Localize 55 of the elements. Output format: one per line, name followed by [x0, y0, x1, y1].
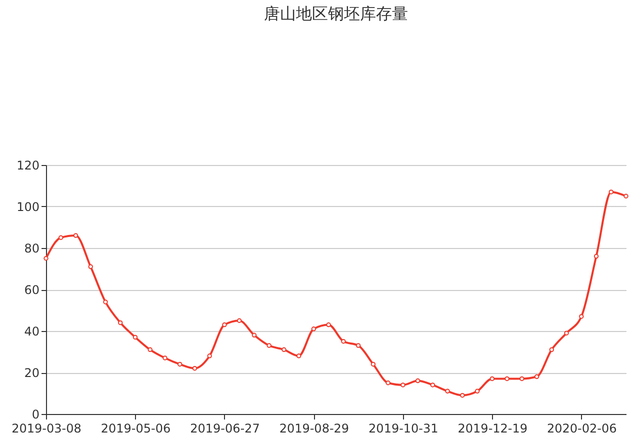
point — [311, 326, 316, 332]
point — [266, 343, 272, 348]
point — [296, 354, 302, 358]
point — [445, 388, 450, 394]
point — [341, 339, 346, 344]
point — [177, 362, 182, 367]
x-tick-label: 2019-03-08 — [12, 422, 82, 436]
point — [370, 362, 376, 367]
x-tick-label: 2019-05-06 — [100, 422, 171, 436]
point — [58, 235, 64, 240]
point — [88, 264, 93, 270]
point — [192, 366, 198, 371]
y-tick-label: 120 — [16, 158, 40, 172]
point — [564, 330, 569, 336]
y-tick-label: 100 — [16, 200, 40, 214]
y-tick-label: 20 — [24, 366, 40, 380]
point — [236, 318, 242, 323]
y-tick-label: 40 — [24, 324, 40, 338]
point — [534, 374, 540, 380]
x-tick-label: 2019-08-29 — [279, 422, 350, 436]
y-tick-label: 0 — [32, 408, 40, 422]
x-tick-label: 2019-10-31 — [368, 422, 438, 436]
point — [162, 356, 168, 360]
point — [490, 376, 495, 382]
y-tick-label: 60 — [24, 283, 40, 297]
point — [44, 256, 48, 261]
point — [103, 300, 108, 304]
point — [222, 322, 227, 328]
x-tick-label: 2020-02-06 — [547, 422, 617, 436]
point — [460, 392, 465, 398]
y-tick-label: 80 — [24, 242, 40, 256]
point — [132, 334, 138, 340]
point — [549, 347, 554, 352]
point — [118, 320, 123, 326]
point — [504, 376, 510, 382]
point — [73, 233, 78, 238]
point — [415, 378, 420, 384]
point — [148, 347, 152, 352]
point — [520, 376, 524, 382]
point — [430, 382, 436, 388]
point — [594, 254, 599, 259]
chart-title: 唐山地区钢坯库存量 — [264, 4, 408, 23]
point — [579, 314, 584, 319]
point — [624, 194, 628, 198]
x-tick-label: 2019-06-27 — [190, 422, 260, 436]
point — [474, 388, 480, 394]
point — [326, 322, 331, 328]
point — [386, 380, 390, 386]
x-tick-label: 2019-12-19 — [458, 422, 528, 436]
point — [356, 343, 361, 348]
point — [252, 332, 257, 338]
point — [400, 382, 406, 388]
point — [282, 347, 286, 352]
point — [207, 354, 212, 358]
point — [608, 190, 614, 194]
